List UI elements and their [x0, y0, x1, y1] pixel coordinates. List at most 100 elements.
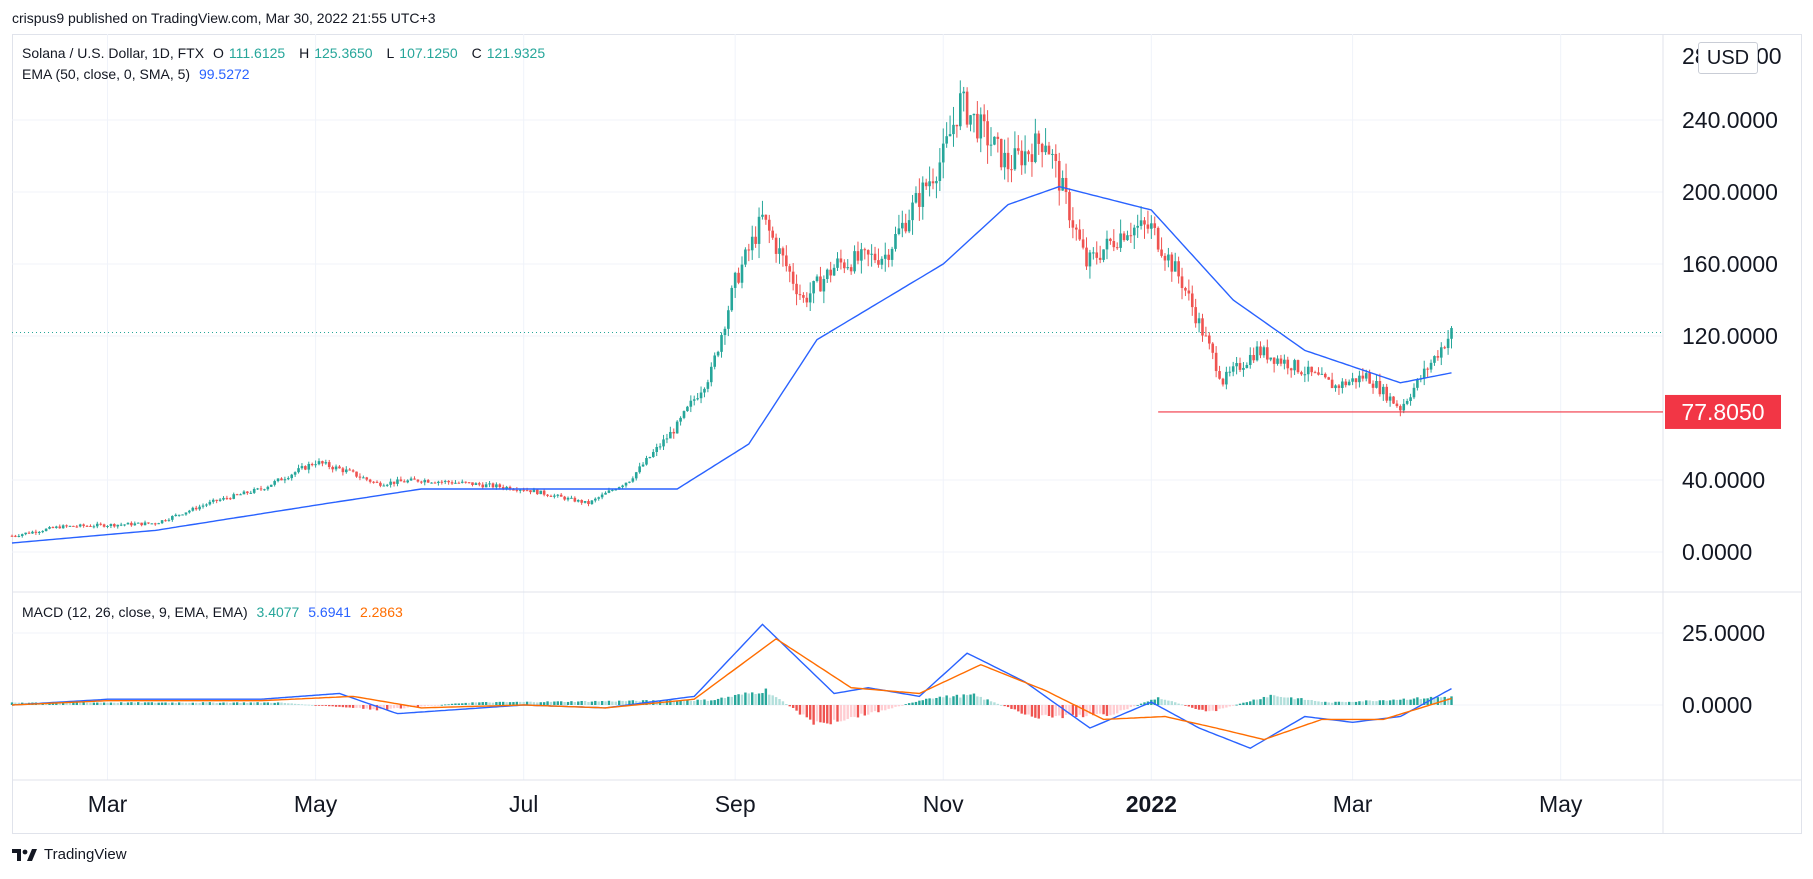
candle-body: [556, 494, 560, 496]
macd-hist-bar: [901, 705, 904, 706]
candle-body: [600, 494, 604, 498]
candle-body: [20, 534, 24, 536]
candle-body: [372, 481, 375, 483]
candle-body: [27, 532, 31, 534]
macd-hist-bar: [181, 702, 184, 705]
time-tick-label: May: [294, 791, 338, 817]
macd-hist-bar: [1098, 705, 1102, 714]
macd-hist-bar: [1167, 700, 1170, 705]
candle-body: [791, 271, 795, 284]
candle-body: [211, 499, 215, 502]
ema-legend[interactable]: EMA (50, close, 0, SMA, 5) 99.5272: [22, 66, 255, 82]
macd-hist-bar: [805, 705, 808, 718]
macd-hist-bar: [986, 699, 989, 705]
macd-hist-bar: [191, 702, 194, 705]
macd-hist-bar: [873, 705, 877, 712]
macd-hist-bar: [1412, 698, 1416, 705]
candle-body: [607, 490, 611, 493]
macd-hist-bar: [1416, 697, 1419, 705]
candle-body: [160, 520, 164, 524]
ohlc-high: H 125.3650: [299, 45, 378, 61]
macd-line-value: 5.6941: [308, 604, 352, 620]
symbol-legend[interactable]: Solana / U.S. Dollar, 1D, FTX O 111.6125 …: [22, 45, 555, 61]
candle-body: [1129, 235, 1133, 237]
macd-hist-bar: [1027, 705, 1030, 715]
candle-body: [877, 260, 880, 265]
candle-body: [812, 281, 815, 294]
macd-hist-bar: [989, 701, 993, 705]
candle-body: [853, 251, 856, 272]
macd-hist-bar: [454, 703, 457, 705]
macd-hist-bar: [1194, 705, 1197, 709]
macd-hist-bar: [853, 705, 856, 717]
candle-body: [525, 490, 529, 492]
candle-body: [362, 477, 365, 479]
macd-hist-bar: [914, 701, 918, 705]
macd-hist-bar: [338, 705, 341, 707]
macd-hist-bar: [351, 705, 355, 708]
candle-body: [194, 507, 198, 510]
macd-hist-bar: [239, 702, 242, 705]
macd-hist-bar: [495, 702, 498, 705]
macd-hist-bar: [362, 705, 365, 709]
candle-body: [737, 272, 740, 283]
candle-body: [464, 481, 467, 483]
candle-body: [1303, 374, 1307, 376]
macd-hist-bar: [201, 702, 205, 705]
macd-hist-bar: [696, 699, 699, 705]
macd-hist-bar: [546, 701, 549, 705]
macd-hist-bar: [1153, 699, 1156, 705]
candle-body: [832, 267, 836, 276]
macd-hist-bar: [1259, 699, 1262, 705]
macd-hist-bar: [79, 702, 82, 705]
macd-hist-bar: [1116, 705, 1119, 714]
candle-body: [802, 295, 805, 298]
macd-hist-bar: [693, 700, 696, 705]
candle-body: [1081, 239, 1085, 248]
candle-body: [890, 248, 894, 260]
macd-hist-bar: [474, 702, 478, 705]
candle-body: [658, 446, 662, 448]
candle-body: [37, 531, 41, 533]
candle-body: [1074, 227, 1078, 230]
candle-body: [935, 180, 938, 184]
macd-hist-bar: [1337, 701, 1341, 705]
macd-hist-bar: [597, 701, 600, 705]
macd-hist-bar: [1446, 697, 1450, 705]
time-tick-label: May: [1539, 791, 1583, 817]
tradingview-footer[interactable]: TradingView: [12, 846, 127, 863]
candle-body: [590, 500, 594, 505]
macd-legend[interactable]: MACD (12, 26, close, 9, EMA, EMA) 3.4077…: [22, 604, 408, 620]
candle-body: [222, 497, 225, 500]
macd-hist-bar: [218, 702, 222, 705]
macd-hist-bar: [713, 700, 716, 705]
candle-body: [1248, 354, 1252, 365]
currency-badge[interactable]: USD: [1698, 42, 1758, 74]
candle-body: [730, 287, 734, 311]
candle-body: [321, 461, 324, 464]
macd-tick-label: 25.0000: [1682, 620, 1765, 646]
macd-hist-bar: [894, 705, 897, 707]
candle-body: [1354, 378, 1358, 383]
macd-hist-bar: [911, 702, 914, 705]
macd-hist-bar: [345, 705, 348, 708]
macd-hist-bar: [1088, 705, 1092, 714]
macd-hist-bar: [58, 702, 61, 705]
macd-hist-bar: [672, 701, 675, 705]
macd-hist-bar: [1058, 705, 1061, 716]
candle-body: [1122, 233, 1126, 241]
candle-body: [1139, 220, 1143, 226]
macd-hist-bar: [256, 702, 259, 705]
candle-body: [778, 248, 781, 254]
time-tick-label: Mar: [88, 791, 128, 817]
candle-body: [682, 411, 686, 418]
macd-hist-bar: [324, 705, 328, 706]
macd-hist-bar: [617, 700, 621, 705]
candle-body: [1095, 252, 1099, 258]
candle-body: [358, 476, 362, 478]
macd-hist-bar: [1044, 705, 1047, 715]
candle-body: [471, 482, 474, 485]
macd-hist-bar: [549, 701, 553, 705]
candle-body: [931, 181, 935, 184]
